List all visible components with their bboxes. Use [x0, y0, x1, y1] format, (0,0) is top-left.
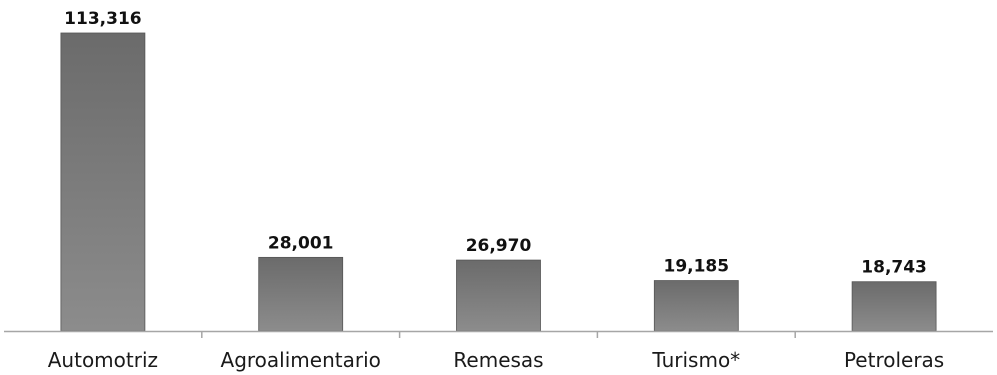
x-axis	[4, 330, 993, 338]
data-label: 26,970	[466, 236, 532, 256]
x-tick-label: Remesas	[453, 348, 543, 372]
data-label: 28,001	[268, 233, 334, 253]
data-label: 19,185	[663, 257, 729, 277]
bar-automotriz	[60, 32, 146, 332]
bar-remesas	[456, 259, 541, 332]
x-tick-label: Petroleras	[844, 348, 944, 372]
bar-agroalimentario	[258, 256, 344, 332]
x-tick-label: Automotriz	[48, 348, 158, 372]
x-tick-label: Turismo*	[651, 348, 740, 372]
bars-layer	[60, 32, 937, 332]
bar-turismo	[653, 280, 739, 332]
labels-layer: 113,316 Automotriz 28,001 Agroalimentario 26…	[48, 9, 944, 372]
data-label: 113,316	[64, 9, 141, 29]
bar-petroleras	[851, 281, 937, 332]
data-label: 18,743	[861, 258, 927, 278]
x-tick-label: Agroalimentario	[221, 348, 381, 372]
